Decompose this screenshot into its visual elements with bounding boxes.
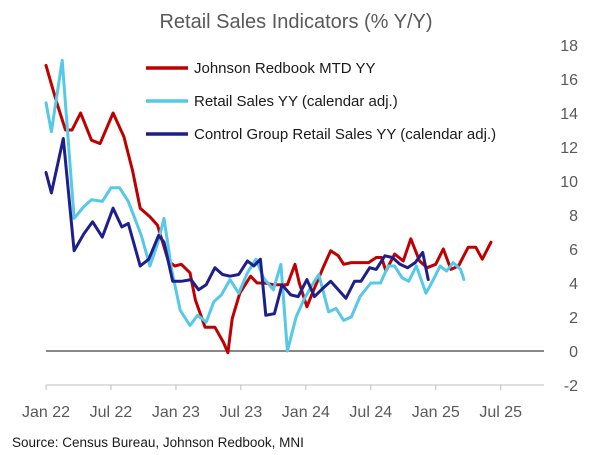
legend: Johnson Redbook MTD YY Retail Sales YY (… [146, 60, 496, 143]
legend-label-control-group: Control Group Retail Sales YY (calendar … [194, 126, 496, 143]
series-line-retail-sales [44, 58, 466, 353]
y-tick-label: 14 [560, 106, 578, 123]
x-axis: Jan 22 Jul 22 Jan 23 Jul 23 Jan 24 Jul 24 Jan … [22, 385, 522, 421]
x-tick-label: Jul 24 [349, 404, 392, 421]
y-tick-label: 18 [560, 38, 578, 55]
series-lines [44, 58, 493, 355]
x-tick-label: Jan 25 [412, 404, 460, 421]
legend-item-control-group: Control Group Retail Sales YY (calendar … [146, 126, 496, 143]
x-tick-label: Jul 23 [220, 404, 263, 421]
legend-label-retail-sales: Retail Sales YY (calendar adj.) [194, 93, 398, 110]
y-tick-label: -2 [564, 378, 578, 395]
y-tick-label: 2 [569, 310, 578, 327]
legend-item-retail-sales: Retail Sales YY (calendar adj.) [146, 93, 398, 110]
y-tick-label: 10 [560, 174, 578, 191]
x-tick-label: Jan 23 [152, 404, 200, 421]
y-tick-label: 0 [569, 344, 578, 361]
y-tick-label: 16 [560, 72, 578, 89]
source-note: Source: Census Bureau, Johnson Redbook, … [12, 435, 304, 450]
y-tick-label: 4 [569, 276, 578, 293]
x-tick-label: Jul 22 [90, 404, 133, 421]
legend-item-redbook: Johnson Redbook MTD YY [146, 60, 376, 77]
plot-area: Jan 22 Jul 22 Jan 23 Jul 23 Jan 24 Jul 24 Jan … [22, 38, 578, 421]
y-tick-label: 12 [560, 140, 578, 157]
y-tick-label: 8 [569, 208, 578, 225]
y-axis: -2 0 2 4 6 8 10 12 14 16 18 [560, 38, 578, 395]
legend-label-redbook: Johnson Redbook MTD YY [194, 60, 376, 77]
chart-title: Retail Sales Indicators (% Y/Y) [159, 11, 432, 33]
x-tick-label: Jan 22 [22, 404, 70, 421]
series-line-control-group [44, 137, 430, 317]
x-tick-label: Jul 25 [479, 404, 522, 421]
x-tick-label: Jan 24 [282, 404, 330, 421]
y-tick-label: 6 [569, 242, 578, 259]
